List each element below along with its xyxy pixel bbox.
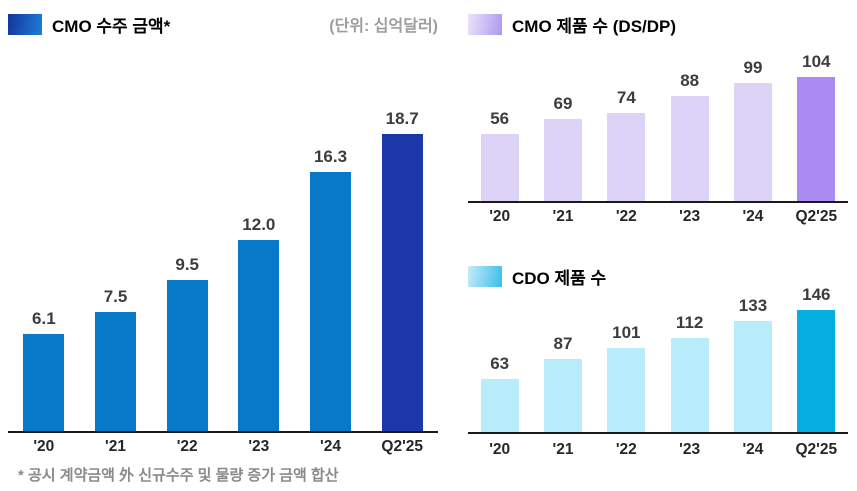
bar-cmo-products-'21	[543, 119, 582, 201]
bar-cdo-products-'21	[543, 359, 582, 432]
bar-column-cmo-products: 56	[468, 109, 531, 201]
bar-column-cmo-products: 69	[531, 94, 594, 201]
bar-value-label: 99	[743, 58, 763, 78]
bar-value-label: 88	[680, 71, 700, 91]
x-tick-label: '21	[552, 208, 574, 225]
bar-value-label: 12.0	[242, 215, 276, 235]
bar-column-cmo-backlog: 18.7	[366, 109, 438, 431]
bar-value-label: 74	[616, 88, 636, 108]
legend-label-cmo-backlog: CMO 수주 금액*	[52, 16, 171, 36]
bar-cmo-backlog-'24	[310, 172, 352, 431]
bar-value-label: 6.1	[32, 309, 56, 329]
legend-swatch-cmo-backlog	[8, 13, 42, 35]
bar-column-cmo-products: 99	[721, 58, 784, 201]
bar-column-cmo-backlog: 7.5	[80, 287, 152, 431]
bar-column-cdo-products: 63	[468, 354, 531, 432]
bar-value-label: 18.7	[385, 109, 419, 129]
bar-column-cmo-products: 88	[658, 71, 721, 201]
legend-cdo-products: CDO 제품 수	[468, 264, 606, 289]
bar-column-cmo-backlog: 6.1	[8, 309, 80, 431]
chart-cmo-products: CMO 제품 수 (DS/DP) 56 69 74 88 99 104 '20 '21 '22…	[468, 12, 848, 225]
bar-value-label: 7.5	[103, 287, 128, 307]
bar-cdo-products-'20	[480, 379, 519, 432]
x-tick-label: '23	[248, 438, 270, 455]
bar-column-cdo-products: 146	[785, 285, 848, 432]
chart-cmo-backlog: CMO 수주 금액* (단위: 십억달러) 6.1 7.5 9.5 12.0 16.3 1…	[8, 12, 438, 455]
bar-value-label: 133	[738, 296, 768, 316]
x-tick-label: '21	[105, 438, 126, 455]
bar-cdo-products-'23	[670, 338, 709, 432]
x-tick-label: '24	[742, 208, 764, 225]
plot-cmo-products: 56 69 74 88 99 104	[468, 52, 848, 203]
x-tick-label: Q2'25	[795, 208, 838, 225]
bar-value-label: 112	[675, 313, 704, 333]
bar-value-label: 101	[612, 323, 641, 343]
bar-column-cmo-backlog: 9.5	[151, 255, 223, 431]
bar-cmo-products-'22	[607, 113, 646, 201]
plot-cmo-backlog: 6.1 7.5 9.5 12.0 16.3 18.7	[8, 109, 438, 433]
unit-label: (단위: 십억달러)	[329, 18, 438, 35]
bar-cmo-products-'20	[480, 134, 519, 201]
footnote: * 공시 계약금액 外 신규수주 및 물량 증가 금액 합산	[18, 467, 339, 484]
x-tick-label: '22	[615, 441, 637, 458]
bar-cmo-products-'23	[670, 96, 709, 201]
x-tick-label: '22	[176, 438, 198, 455]
bar-cdo-products-'24	[733, 321, 772, 432]
x-tick-label: '20	[33, 438, 55, 455]
chart-cmo-products-header: CMO 제품 수 (DS/DP)	[468, 12, 848, 36]
x-axis-cmo-products: '20 '21 '22 '23 '24 Q2'25	[468, 208, 848, 226]
bar-column-cdo-products: 133	[721, 296, 784, 432]
chart-cdo-products-header: CDO 제품 수	[468, 264, 848, 288]
bar-cmo-backlog-'23	[238, 240, 280, 431]
bar-value-label: 104	[802, 52, 831, 72]
legend-label-cmo-products: CMO 제품 수 (DS/DP)	[512, 16, 677, 36]
x-axis-cdo-products: '20 '21 '22 '23 '24 Q2'25	[468, 441, 848, 459]
legend-cmo-backlog: CMO 수주 금액*	[8, 12, 170, 37]
bar-column-cdo-products: 112	[658, 313, 721, 432]
bar-value-label: 69	[553, 94, 573, 114]
x-tick-label: Q2'25	[381, 438, 423, 455]
x-tick-label: Q2'25	[795, 441, 838, 458]
legend-swatch-cdo-products	[468, 265, 502, 287]
bar-column-cmo-backlog: 16.3	[295, 147, 367, 431]
plot-cdo-products: 63 87 101 112 133 146	[468, 285, 848, 434]
x-tick-label: '24	[320, 438, 341, 455]
x-tick-label: '20	[489, 208, 511, 225]
x-tick-label: '23	[679, 208, 701, 225]
bar-cmo-products-Q2'25	[797, 77, 836, 201]
bar-cmo-backlog-'22	[166, 280, 208, 431]
x-tick-label: '20	[489, 441, 511, 458]
x-axis-cmo-backlog: '20 '21 '22 '23 '24 Q2'25	[8, 438, 438, 456]
bar-cmo-backlog-'20	[23, 334, 65, 431]
bar-column-cdo-products: 101	[595, 323, 658, 432]
legend-cmo-products: CMO 제품 수 (DS/DP)	[468, 12, 676, 37]
bar-value-label: 9.5	[175, 255, 199, 275]
chart-cmo-backlog-header: CMO 수주 금액* (단위: 십억달러)	[8, 12, 438, 36]
bar-value-label: 16.3	[313, 147, 348, 167]
chart-cdo-products: CDO 제품 수 63 87 101 112 133 146 '20'21'22'23'2…	[468, 264, 848, 458]
bar-column-cdo-products: 87	[531, 334, 594, 432]
bar-column-cmo-products: 104	[785, 52, 848, 201]
bar-cmo-backlog-'21	[95, 312, 136, 431]
bar-column-cmo-products: 74	[595, 88, 658, 201]
x-tick-label: '21	[552, 441, 574, 458]
bar-value-label: 146	[802, 285, 831, 305]
legend-swatch-cmo-products	[468, 13, 502, 35]
bar-cdo-products-Q2'25	[797, 310, 836, 432]
x-tick-label: '22	[615, 208, 637, 225]
bar-value-label: 63	[490, 354, 510, 374]
bar-value-label: 56	[490, 109, 510, 129]
bar-value-label: 87	[553, 334, 573, 354]
legend-label-cdo-products: CDO 제품 수	[512, 268, 607, 288]
bar-cdo-products-'22	[607, 348, 646, 432]
x-tick-label: '23	[679, 441, 701, 458]
x-tick-label: '24	[742, 441, 764, 458]
bar-column-cmo-backlog: 12.0	[223, 215, 295, 431]
bar-cmo-backlog-Q2'25	[381, 134, 423, 431]
bar-cmo-products-'24	[733, 83, 772, 201]
